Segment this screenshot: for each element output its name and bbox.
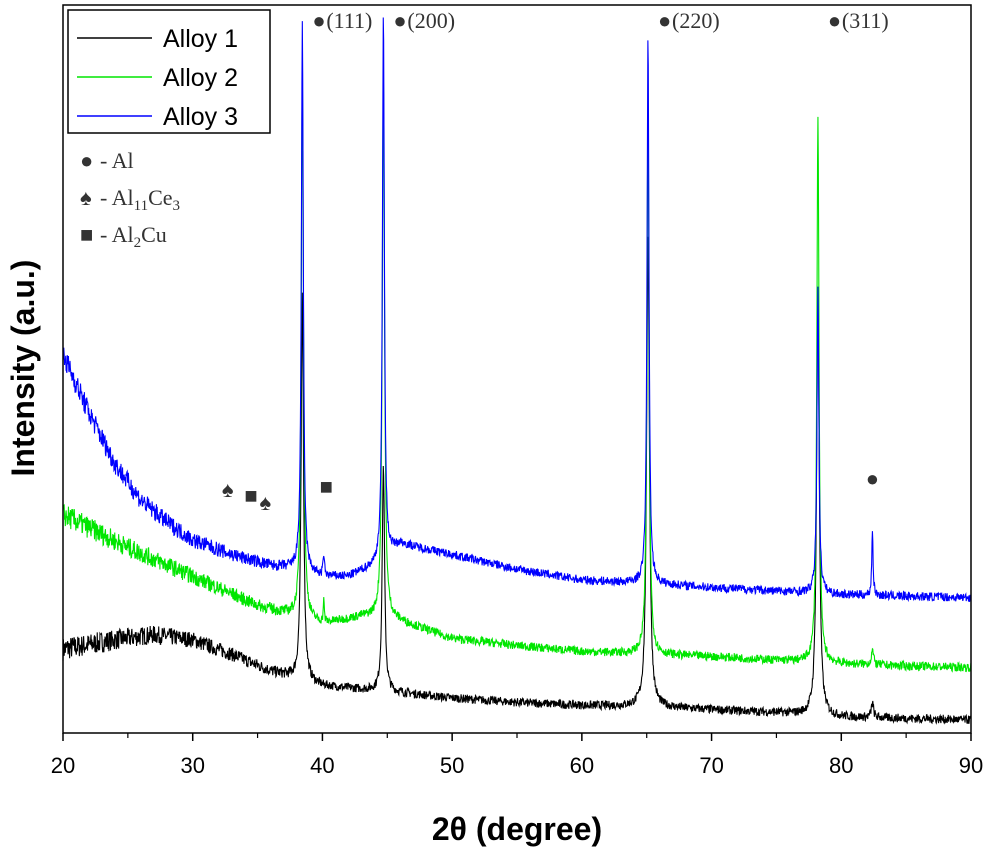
peak-marker-icon: ● bbox=[658, 8, 671, 33]
subscript: 2 bbox=[134, 235, 142, 251]
series-line-alloy-3 bbox=[62, 17, 972, 603]
legend-label-alloy-3: Alloy 3 bbox=[163, 103, 238, 131]
peak-hkl-label: (200) bbox=[407, 8, 455, 33]
phase-legend-label: - Al2Cu bbox=[100, 222, 167, 251]
legend-label-alloy-1: Alloy 1 bbox=[163, 25, 238, 53]
phase-legend-label: - Al11Ce3 bbox=[100, 185, 180, 214]
x-tick-label: 50 bbox=[440, 753, 464, 778]
phase-legend-symbol: ● bbox=[80, 148, 93, 173]
x-tick-label: 40 bbox=[310, 753, 334, 778]
x-tick-label: 80 bbox=[829, 753, 853, 778]
phase-marker-icon: ■ bbox=[320, 474, 333, 499]
series-layer bbox=[62, 17, 972, 725]
x-tick-label: 20 bbox=[51, 753, 75, 778]
annotation-layer: ● (111) ● (200) ● (220) ● (311)♠ ■ ♠■ ● bbox=[222, 8, 889, 515]
peak-hkl-label: (220) bbox=[672, 8, 720, 33]
axes: 20 30 40 50 60 70 80 90 bbox=[51, 4, 983, 778]
phase-legend-symbol: ♠ bbox=[80, 185, 92, 210]
y-axis-title: Intensity (a.u.) bbox=[5, 260, 41, 477]
peak-marker-icon: ● bbox=[393, 8, 406, 33]
formula-part: Ce bbox=[148, 185, 172, 210]
legend: Alloy 1 Alloy 2 Alloy 3 ● - Al ♠ - Al11Ce3 ■ - A… bbox=[67, 9, 271, 251]
phase-marker-icon: ■ bbox=[244, 483, 257, 508]
subscript: 11 bbox=[134, 198, 148, 214]
peak-marker-icon: ● bbox=[828, 8, 841, 33]
phase-marker-icon: ♠ bbox=[222, 477, 234, 502]
x-tick-label: 60 bbox=[570, 753, 594, 778]
phase-legend-symbol: ■ bbox=[80, 222, 93, 247]
formula-part: Cu bbox=[141, 222, 167, 247]
peak-marker-icon: ● bbox=[312, 8, 325, 33]
x-axis-title: 2θ (degree) bbox=[432, 811, 602, 847]
x-tick-label: 70 bbox=[699, 753, 723, 778]
x-tick-label: 90 bbox=[959, 753, 983, 778]
phase-marker-icon: ♠ bbox=[260, 490, 272, 515]
legend-box bbox=[67, 9, 271, 134]
peak-hkl-label: (311) bbox=[842, 8, 889, 33]
phase-marker-icon: ● bbox=[866, 466, 879, 491]
x-tick-label: 30 bbox=[180, 753, 204, 778]
subscript: 3 bbox=[173, 198, 181, 214]
legend-label-alloy-2: Alloy 2 bbox=[163, 64, 238, 92]
phase-legend-label: - Al bbox=[100, 148, 134, 173]
peak-hkl-label: (111) bbox=[326, 8, 372, 33]
